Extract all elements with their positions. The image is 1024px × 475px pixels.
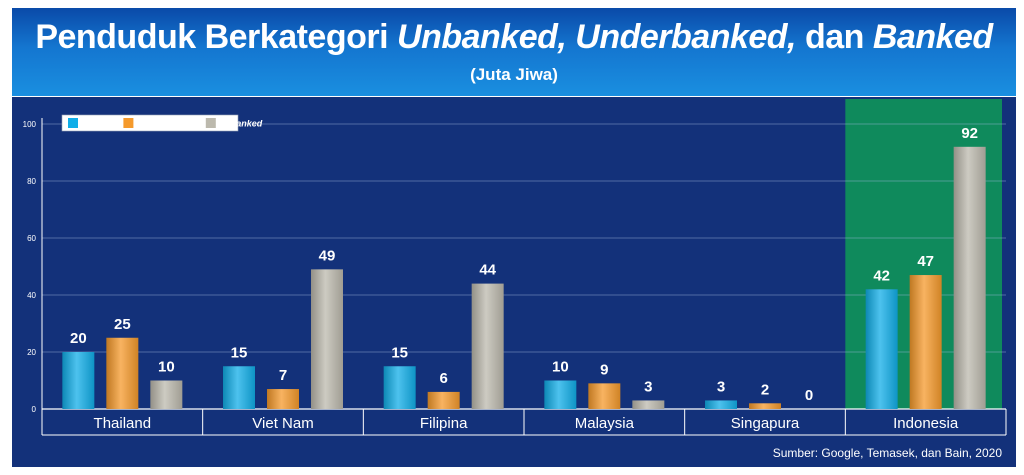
bar-unbanked-filipina [471, 283, 504, 409]
data-label: 92 [961, 125, 978, 142]
data-label: 6 [439, 370, 447, 387]
data-label: 49 [319, 247, 336, 264]
data-label: 9 [600, 361, 608, 378]
y-tick-label: 80 [27, 177, 36, 186]
data-label: 47 [917, 253, 934, 270]
title-unbanked: Unbanked, [397, 18, 567, 56]
bar-underbanked-malaysia [588, 383, 621, 409]
title-dan: dan [804, 18, 864, 56]
bar-underbanked-viet-nam [267, 389, 299, 409]
bar-banked-singapura [705, 400, 737, 409]
data-label: 10 [552, 359, 569, 376]
bar-unbanked-malaysia [632, 400, 665, 409]
legend-swatch-banked [68, 118, 78, 128]
bar-unbanked-indonesia [953, 146, 986, 410]
title-underbanked: Underbanked, [575, 18, 796, 56]
bar-unbanked-thailand [150, 380, 183, 409]
bar-underbanked-filipina [427, 391, 460, 409]
x-tick-label: Malaysia [575, 415, 635, 432]
data-label: 25 [114, 316, 131, 333]
data-label: 15 [231, 344, 248, 361]
data-label: 7 [279, 367, 287, 384]
data-label: 10 [158, 359, 175, 376]
legend-swatch-unbanked [205, 118, 216, 128]
bar-banked-indonesia [865, 289, 898, 409]
legend-label-banked: Banked [81, 119, 114, 129]
x-tick-label: Filipina [420, 415, 468, 432]
title-banked: Banked [872, 18, 993, 56]
y-tick-label: 40 [27, 291, 36, 300]
legend-label-underbanked: Underbanked [136, 119, 194, 129]
bar-underbanked-thailand [106, 337, 139, 409]
data-label: 42 [873, 267, 890, 284]
bar-underbanked-indonesia [909, 275, 942, 409]
y-tick-label: 20 [27, 348, 36, 357]
y-tick-label: 60 [27, 234, 36, 243]
data-label: 2 [761, 381, 769, 398]
bar-banked-filipina [383, 366, 416, 409]
x-tick-label: Viet Nam [252, 415, 313, 432]
bar-unbanked-viet-nam [311, 269, 343, 409]
legend-box [61, 114, 239, 132]
chart-subtitle: (Juta Jiwa) [470, 65, 558, 84]
data-label: 15 [391, 344, 408, 361]
legend-swatch-underbanked [123, 118, 134, 128]
chart-title: Penduduk Berkategori Unbanked, Underbank… [12, 18, 1016, 57]
x-tick-label: Singapura [731, 415, 800, 432]
y-tick-label: 100 [23, 120, 37, 129]
bar-banked-thailand [62, 352, 95, 409]
data-label: 3 [644, 378, 652, 395]
x-tick-label: Indonesia [893, 415, 959, 432]
y-tick-label: 0 [32, 405, 37, 414]
source-note: Sumber: Google, Temasek, dan Bain, 2020 [772, 446, 1002, 460]
title-prefix: Penduduk Berkategori [35, 18, 389, 56]
bar-banked-viet-nam [223, 366, 255, 409]
bar-underbanked-singapura [749, 403, 781, 409]
bar-banked-malaysia [544, 380, 577, 409]
x-tick-label: Thailand [94, 415, 152, 432]
data-label: 0 [805, 387, 813, 404]
data-label: 44 [479, 262, 496, 279]
data-label: 3 [717, 378, 725, 395]
data-label: 20 [70, 330, 87, 347]
legend-label-unbanked: Unbanked [219, 119, 263, 129]
title-band: Penduduk Berkategori Unbanked, Underbank… [12, 8, 1016, 96]
